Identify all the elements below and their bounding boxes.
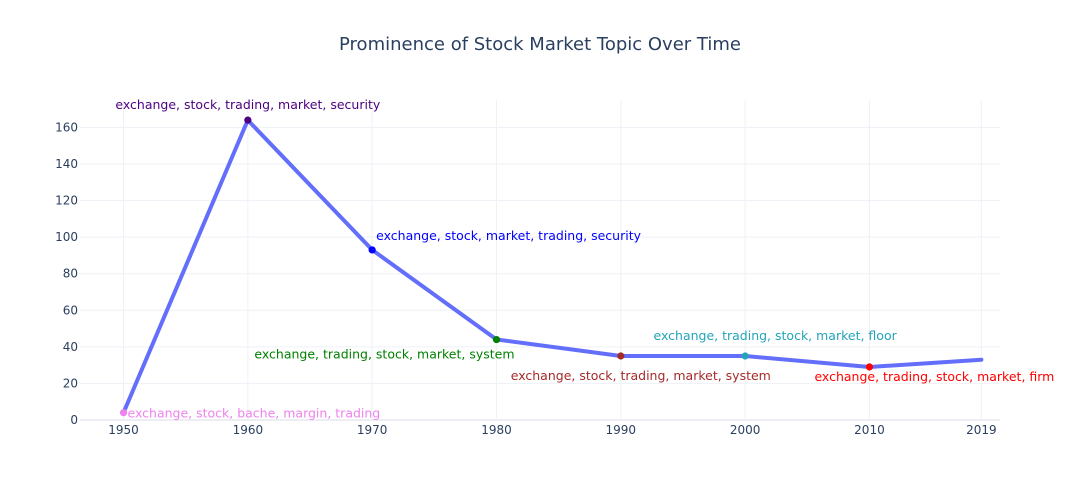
x-tick-label: 1970	[357, 423, 388, 437]
x-tick-label: 1950	[108, 423, 139, 437]
y-tick-label: 80	[63, 267, 78, 281]
series-line-path	[121, 118, 984, 415]
series-line	[121, 118, 984, 415]
point-annotation: exchange, trading, stock, market, system	[254, 347, 514, 362]
x-tick-label: 2000	[730, 423, 761, 437]
x-tick-label: 1980	[481, 423, 512, 437]
x-tick-label: 2019	[966, 423, 997, 437]
data-point	[865, 363, 874, 371]
data-point	[617, 352, 625, 360]
point-annotation: exchange, trading, stock, market, firm	[814, 369, 1054, 384]
gridlines	[80, 100, 1000, 421]
data-points	[119, 116, 874, 417]
y-tick-label: 160	[55, 120, 78, 134]
y-tick-label: 140	[55, 157, 78, 171]
point-annotation: exchange, trading, stock, market, floor	[654, 328, 898, 343]
y-tick-label: 60	[63, 303, 78, 317]
data-point	[244, 116, 252, 124]
point-annotation: exchange, stock, bache, margin, trading	[128, 406, 381, 421]
point-annotation: exchange, stock, trading, market, securi…	[115, 97, 380, 112]
data-point	[492, 335, 501, 344]
x-tick-label: 1990	[606, 423, 637, 437]
chart-title: Prominence of Stock Market Topic Over Ti…	[339, 34, 741, 55]
y-tick-label: 40	[63, 340, 78, 354]
x-tick-label: 2010	[854, 423, 885, 437]
y-tick-label: 20	[63, 376, 78, 390]
data-point	[119, 409, 128, 417]
point-annotation: exchange, stock, market, trading, securi…	[376, 228, 641, 243]
data-point	[368, 246, 376, 254]
y-tick-label: 120	[55, 194, 78, 208]
point-annotation: exchange, stock, trading, market, system	[511, 368, 771, 383]
y-tick-label: 0	[70, 413, 78, 427]
annotations: exchange, stock, bache, margin, trading e…	[115, 97, 1054, 421]
axes: 0 20 40 60 80 100 120 140 160 1950 1960 1970 1980 199…	[55, 120, 997, 437]
x-tick-label: 1960	[233, 423, 264, 437]
y-tick-label: 100	[55, 230, 78, 244]
data-point	[741, 352, 749, 360]
